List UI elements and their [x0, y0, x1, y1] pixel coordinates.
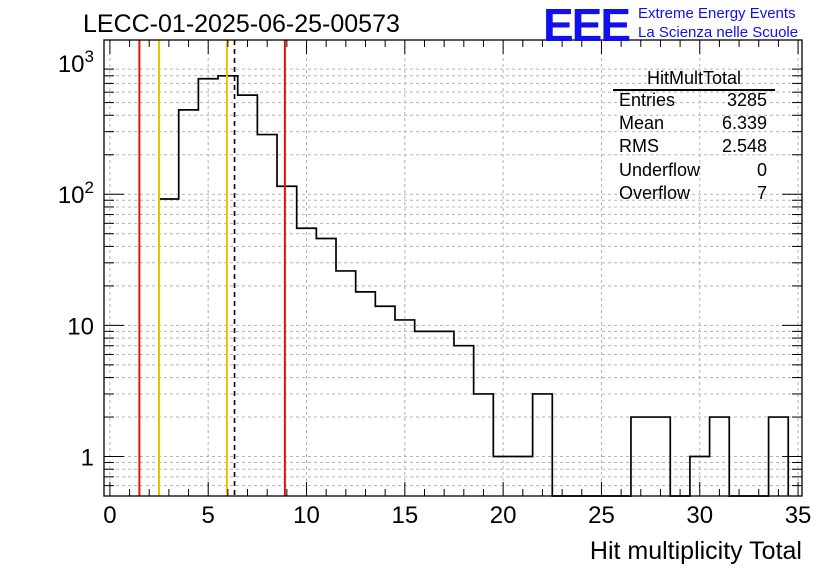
y-tick-label: 102 — [58, 178, 94, 209]
x-tick-label: 35 — [785, 502, 812, 529]
y-tick-label: 10 — [67, 313, 94, 340]
y-tick-label: 1 — [81, 445, 94, 472]
stats-value: 3285 — [726, 90, 767, 110]
stats-label: Mean — [619, 113, 665, 134]
histogram-line — [158, 74, 790, 497]
run-title: LECC-01-2025-06-25-00573 — [83, 10, 400, 38]
logo-line-2: La Scienza nelle Scuole — [638, 24, 799, 41]
stats-title: HitMultTotal — [646, 68, 742, 88]
stats-label: RMS — [619, 136, 659, 157]
stats-row-mean: Mean 6.339 — [609, 112, 779, 135]
x-tick-label: 25 — [588, 502, 615, 529]
stats-title-rule — [613, 89, 775, 91]
logo-line-1: Extreme Energy Events — [638, 5, 796, 22]
stats-row-entries: Entries 3285 — [609, 89, 779, 112]
x-tick-label: 15 — [391, 502, 418, 529]
histogram-series — [158, 74, 790, 497]
eee-logo: EEE — [543, 0, 631, 51]
x-axis-label: Hit multiplicity Total — [590, 537, 802, 565]
stats-value: 2.548 — [721, 136, 767, 157]
stats-box: HitMultTotal Entries 3285 Mean 6.339 RMS 2.… — [609, 68, 779, 205]
x-tick-label: 10 — [293, 502, 320, 529]
stats-row-overflow: Overflow 7 — [609, 182, 779, 205]
x-tick-label: 5 — [202, 502, 215, 529]
stats-row-underflow: Underflow 0 — [609, 159, 779, 182]
stats-value: 6.339 — [721, 113, 767, 134]
grid-lines — [104, 40, 802, 497]
axis-ticks — [104, 40, 802, 497]
stats-label: Overflow — [619, 182, 691, 203]
marker-lines — [138, 40, 286, 496]
eee-logo-mark: EEE — [543, 0, 631, 51]
y-tick-label: 103 — [58, 47, 94, 78]
stats-value: 7 — [756, 182, 767, 203]
stats-label: Underflow — [619, 159, 701, 180]
x-tick-label: 20 — [490, 502, 517, 529]
x-tick-label: 30 — [686, 502, 713, 529]
plot-frame — [103, 39, 803, 497]
stats-row-rms: RMS 2.548 — [609, 135, 779, 158]
axis-tick-labels: 0 5 10 15 20 25 30 35 1 10 102 103 — [58, 47, 812, 529]
stats-value: 0 — [756, 159, 767, 180]
stats-label: Entries — [619, 90, 676, 110]
x-tick-label: 0 — [103, 502, 116, 529]
